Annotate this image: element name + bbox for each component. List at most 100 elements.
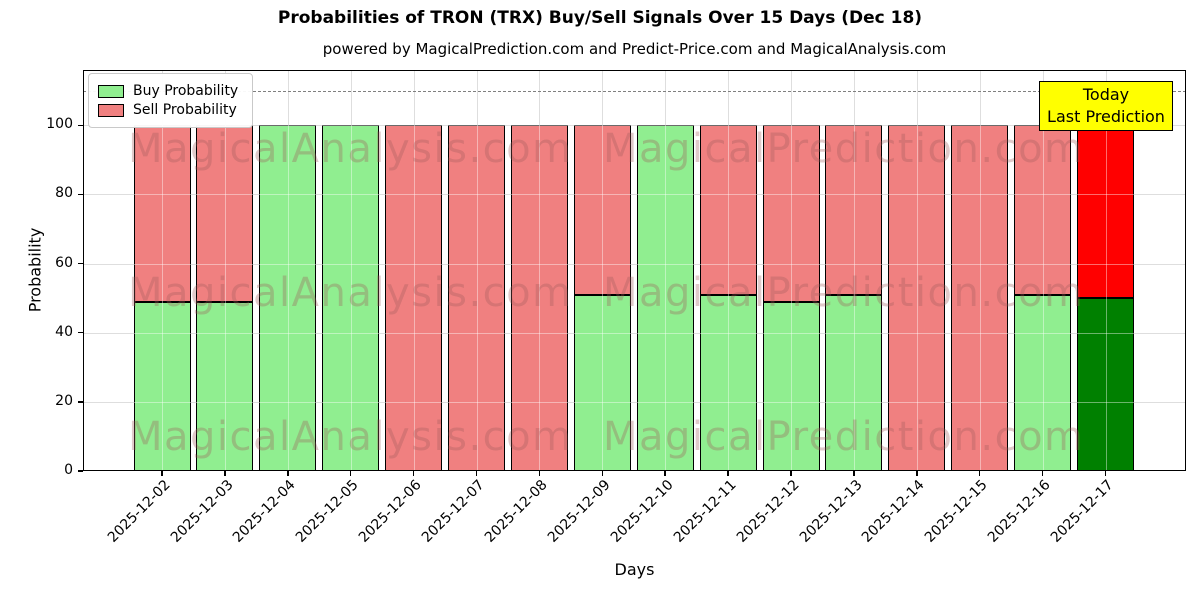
bar-buy-2025-12-10 (636, 125, 694, 471)
legend-item-sell: Sell Probability (98, 102, 238, 118)
y-tick-mark (78, 331, 83, 334)
x-tick-mark (916, 471, 918, 476)
y-tick-label: 60 (55, 254, 73, 271)
y-tick-label: 0 (64, 462, 73, 478)
x-tick-mark (978, 471, 981, 476)
h-gridline (83, 263, 1186, 265)
bar-buy-2025-12-02 (133, 301, 191, 471)
v-gridline-overlay (791, 70, 792, 471)
bar-sell-2025-12-16 (1014, 125, 1072, 295)
x-tick-mark (1104, 471, 1107, 476)
x-axis-label: Days (614, 560, 655, 579)
bar-sell-2025-12-17 (1077, 125, 1134, 299)
v-gridline-overlay (1105, 70, 1107, 471)
v-gridline-overlay (728, 70, 730, 471)
h-gridline-overlay (83, 263, 1186, 265)
y-tick-label: 20 (55, 392, 73, 409)
x-tick-label-text: 2025-12-07 (418, 477, 488, 546)
bar-buy-2025-12-05 (322, 125, 380, 471)
bar-sell-2025-12-14 (888, 125, 946, 471)
x-tick-mark (790, 471, 792, 476)
x-tick-label-text: 2025-12-14 (859, 477, 929, 546)
v-gridline-overlay (476, 70, 478, 471)
v-gridline-overlay (916, 70, 918, 471)
y-tick-mark (78, 262, 83, 265)
threshold-dashed-line (83, 90, 1186, 92)
chart-subtitle: powered by MagicalPrediction.com and Pre… (322, 40, 947, 58)
x-tick-label-text: 2025-12-11 (670, 477, 740, 546)
v-gridline-overlay (1042, 70, 1044, 471)
v-gridline-overlay (287, 70, 289, 471)
bar-sell-2025-12-09 (573, 125, 631, 295)
bar-buy-2025-12-09 (573, 294, 631, 471)
y-tick-label: 40 (55, 323, 73, 340)
v-gridline-overlay (853, 70, 855, 471)
x-tick-mark (1041, 471, 1044, 476)
v-gridline-overlay (665, 70, 667, 471)
chart-title: Probabilities of TRON (TRX) Buy/Sell Sig… (277, 8, 923, 28)
x-tick-label-text: 2025-12-16 (985, 477, 1054, 546)
h-gridline (83, 194, 1186, 196)
x-tick-mark (538, 471, 541, 476)
bar-sell-2025-12-07 (448, 125, 505, 471)
x-tick-label-text: 2025-12-17 (1047, 477, 1117, 546)
legend-swatch-buy (98, 84, 124, 98)
y-tick-label: 100 (46, 116, 73, 133)
x-tick-label-text: 2025-12-15 (922, 477, 992, 546)
x-tick-mark (727, 471, 729, 476)
v-gridline-overlay (602, 70, 604, 471)
x-tick-label-text: 2025-12-06 (356, 477, 425, 546)
x-tick-mark (664, 471, 666, 476)
plot-area: Buy Probability Sell Probability Today La… (26, 70, 1186, 579)
bar-buy-2025-12-16 (1014, 294, 1072, 471)
bar-sell-2025-12-03 (196, 125, 254, 302)
h-gridline-overlay (83, 332, 1186, 334)
bar-sell-2025-12-06 (385, 125, 443, 471)
bar-sell-2025-12-08 (510, 125, 568, 471)
legend-label: Buy Probability (133, 83, 239, 99)
legend-swatch-sell (98, 103, 124, 117)
x-tick-label-text: 2025-12-08 (481, 477, 551, 546)
h-gridline (83, 125, 1186, 127)
legend: Buy Probability Sell Probability (88, 73, 254, 128)
h-gridline (83, 401, 1186, 403)
h-gridline-overlay (83, 401, 1186, 403)
annotation-line1: Today (1082, 85, 1130, 104)
x-tick-label-text: 2025-12-10 (607, 477, 677, 546)
x-tick-label-text: 2025-12-05 (293, 477, 363, 546)
y-tick-mark (78, 401, 83, 403)
legend-label: Sell Probability (133, 102, 237, 118)
bar-sell-2025-12-11 (699, 125, 757, 295)
x-tick-mark (853, 471, 855, 476)
bar-sell-2025-12-15 (951, 125, 1009, 471)
x-tick-mark (601, 471, 604, 476)
v-gridline-overlay (413, 70, 415, 471)
h-gridline (83, 332, 1186, 334)
x-tick-label-text: 2025-12-13 (796, 477, 866, 546)
v-gridline-overlay (224, 70, 226, 471)
v-gridline-overlay (350, 70, 352, 471)
y-tick-mark (78, 193, 83, 196)
x-tick-mark (475, 471, 478, 476)
x-tick-label-text: 2025-12-12 (733, 477, 803, 546)
bar-sell-2025-12-13 (825, 125, 883, 295)
y-tick-mark (78, 470, 83, 472)
today-annotation: Today Last Prediction (1039, 81, 1173, 131)
bar-buy-2025-12-11 (699, 294, 757, 471)
bar-buy-2025-12-04 (259, 125, 317, 471)
x-tick-mark (349, 471, 352, 476)
x-tick-label-text: 2025-12-09 (544, 477, 614, 546)
h-gridline-overlay (83, 194, 1186, 196)
legend-item-buy: Buy Probability (98, 83, 238, 99)
v-gridline-overlay (979, 70, 981, 471)
bar-sell-2025-12-12 (762, 125, 820, 302)
v-gridline-overlay (539, 70, 541, 471)
x-tick-mark (224, 471, 226, 476)
x-tick-label-text: 2025-12-03 (167, 477, 237, 546)
x-tick-label-text: 2025-12-02 (104, 477, 174, 546)
v-gridline-overlay (162, 70, 163, 471)
y-tick-mark (78, 124, 83, 127)
annotation-line2: Last Prediction (1047, 107, 1165, 126)
bar-buy-2025-12-13 (825, 294, 883, 471)
bar-buy-2025-12-17 (1077, 298, 1134, 471)
